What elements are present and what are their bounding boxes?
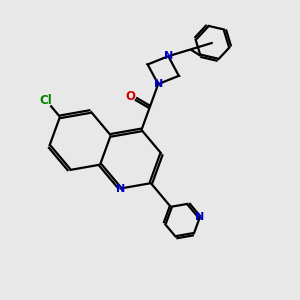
Text: N: N — [195, 212, 204, 222]
Text: O: O — [125, 90, 136, 103]
Text: Cl: Cl — [40, 94, 52, 107]
Text: N: N — [154, 79, 163, 89]
Text: N: N — [116, 184, 125, 194]
Text: N: N — [164, 51, 173, 61]
